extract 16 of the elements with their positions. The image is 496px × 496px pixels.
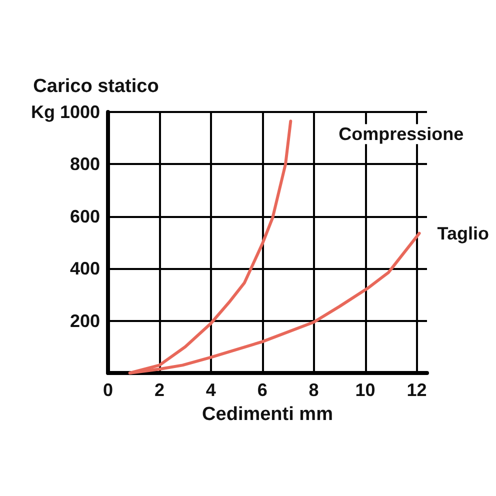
x-tick-label: 0 xyxy=(102,380,114,400)
x-tick-label: 6 xyxy=(257,380,268,400)
text: Compressione xyxy=(338,124,464,144)
y-axis-title: Carico statico xyxy=(33,76,159,97)
x-tick-label: 4 xyxy=(206,380,216,400)
y-tick-label: 200 xyxy=(70,310,100,331)
y-tick-label: Kg 1000 xyxy=(30,102,100,122)
x-tick-label: 12 xyxy=(406,380,427,400)
series-label: Taglio xyxy=(437,223,489,244)
x-axis-title: Cedimenti mm xyxy=(202,404,333,425)
x-tick-label: 8 xyxy=(308,380,319,400)
y-tick-label: 400 xyxy=(70,258,100,279)
x-tick-label: 10 xyxy=(355,380,376,400)
y-tick-label: 600 xyxy=(70,206,100,226)
y-tick-label: 800 xyxy=(70,154,100,174)
x-tick-label: 2 xyxy=(154,380,164,400)
